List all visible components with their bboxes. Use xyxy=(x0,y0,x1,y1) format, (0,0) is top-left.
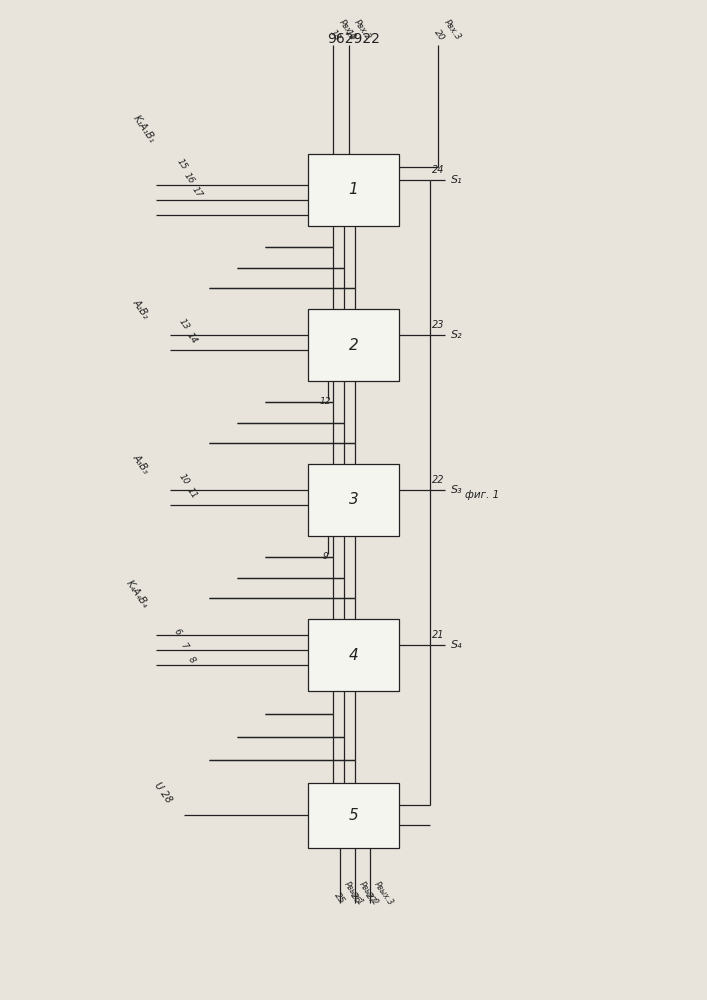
Bar xyxy=(308,619,399,691)
Text: Рвых.3: Рвых.3 xyxy=(372,880,395,908)
Text: 962922: 962922 xyxy=(327,32,380,46)
Text: 24: 24 xyxy=(432,165,445,175)
Text: K₁A₁B₁: K₁A₁B₁ xyxy=(131,114,157,145)
Text: фиг. 1: фиг. 1 xyxy=(465,490,499,500)
Text: 2: 2 xyxy=(349,338,358,353)
Text: 5: 5 xyxy=(349,808,358,822)
Text: Рвх.1: Рвх.1 xyxy=(337,18,357,42)
Text: 18: 18 xyxy=(327,28,341,43)
Text: 10: 10 xyxy=(177,472,191,487)
Text: 7: 7 xyxy=(179,641,189,651)
Text: Рвх.3: Рвх.3 xyxy=(442,18,462,42)
Text: 11: 11 xyxy=(185,486,199,501)
Text: Рвых.2: Рвых.2 xyxy=(358,880,380,908)
Text: K₄A₄B₄: K₄A₄B₄ xyxy=(124,579,150,610)
Bar xyxy=(308,154,399,226)
Text: 12: 12 xyxy=(320,397,331,406)
Text: 16: 16 xyxy=(182,171,197,186)
Text: 23: 23 xyxy=(432,320,445,330)
Text: 4: 4 xyxy=(349,648,358,662)
Text: 21: 21 xyxy=(432,630,445,640)
Text: 27: 27 xyxy=(363,891,377,906)
Text: 3: 3 xyxy=(349,492,358,508)
Text: A₂B₂: A₂B₂ xyxy=(131,297,151,320)
Text: 6: 6 xyxy=(172,627,182,637)
Bar xyxy=(308,782,399,848)
Text: S₃: S₃ xyxy=(451,485,462,495)
Text: Рвых.1: Рвых.1 xyxy=(341,880,365,908)
Text: 19: 19 xyxy=(343,28,357,43)
Text: 14: 14 xyxy=(185,331,199,346)
Text: 8: 8 xyxy=(186,655,197,665)
Text: 22: 22 xyxy=(432,475,445,485)
Text: S₂: S₂ xyxy=(451,330,462,340)
Text: U 28: U 28 xyxy=(152,781,173,805)
Bar xyxy=(308,309,399,381)
Text: 20: 20 xyxy=(433,28,447,43)
Bar xyxy=(308,464,399,536)
Text: 1: 1 xyxy=(349,182,358,198)
Text: 15: 15 xyxy=(175,157,189,172)
Text: 13: 13 xyxy=(177,317,191,332)
Text: Рвх.2: Рвх.2 xyxy=(352,18,373,42)
Text: S₄: S₄ xyxy=(451,640,462,650)
Text: S₁: S₁ xyxy=(451,175,462,185)
Text: 26: 26 xyxy=(349,891,362,906)
Text: 9: 9 xyxy=(323,552,329,561)
Text: A₃B₃: A₃B₃ xyxy=(131,452,151,475)
Text: 17: 17 xyxy=(189,185,204,200)
Text: 25: 25 xyxy=(332,891,346,906)
